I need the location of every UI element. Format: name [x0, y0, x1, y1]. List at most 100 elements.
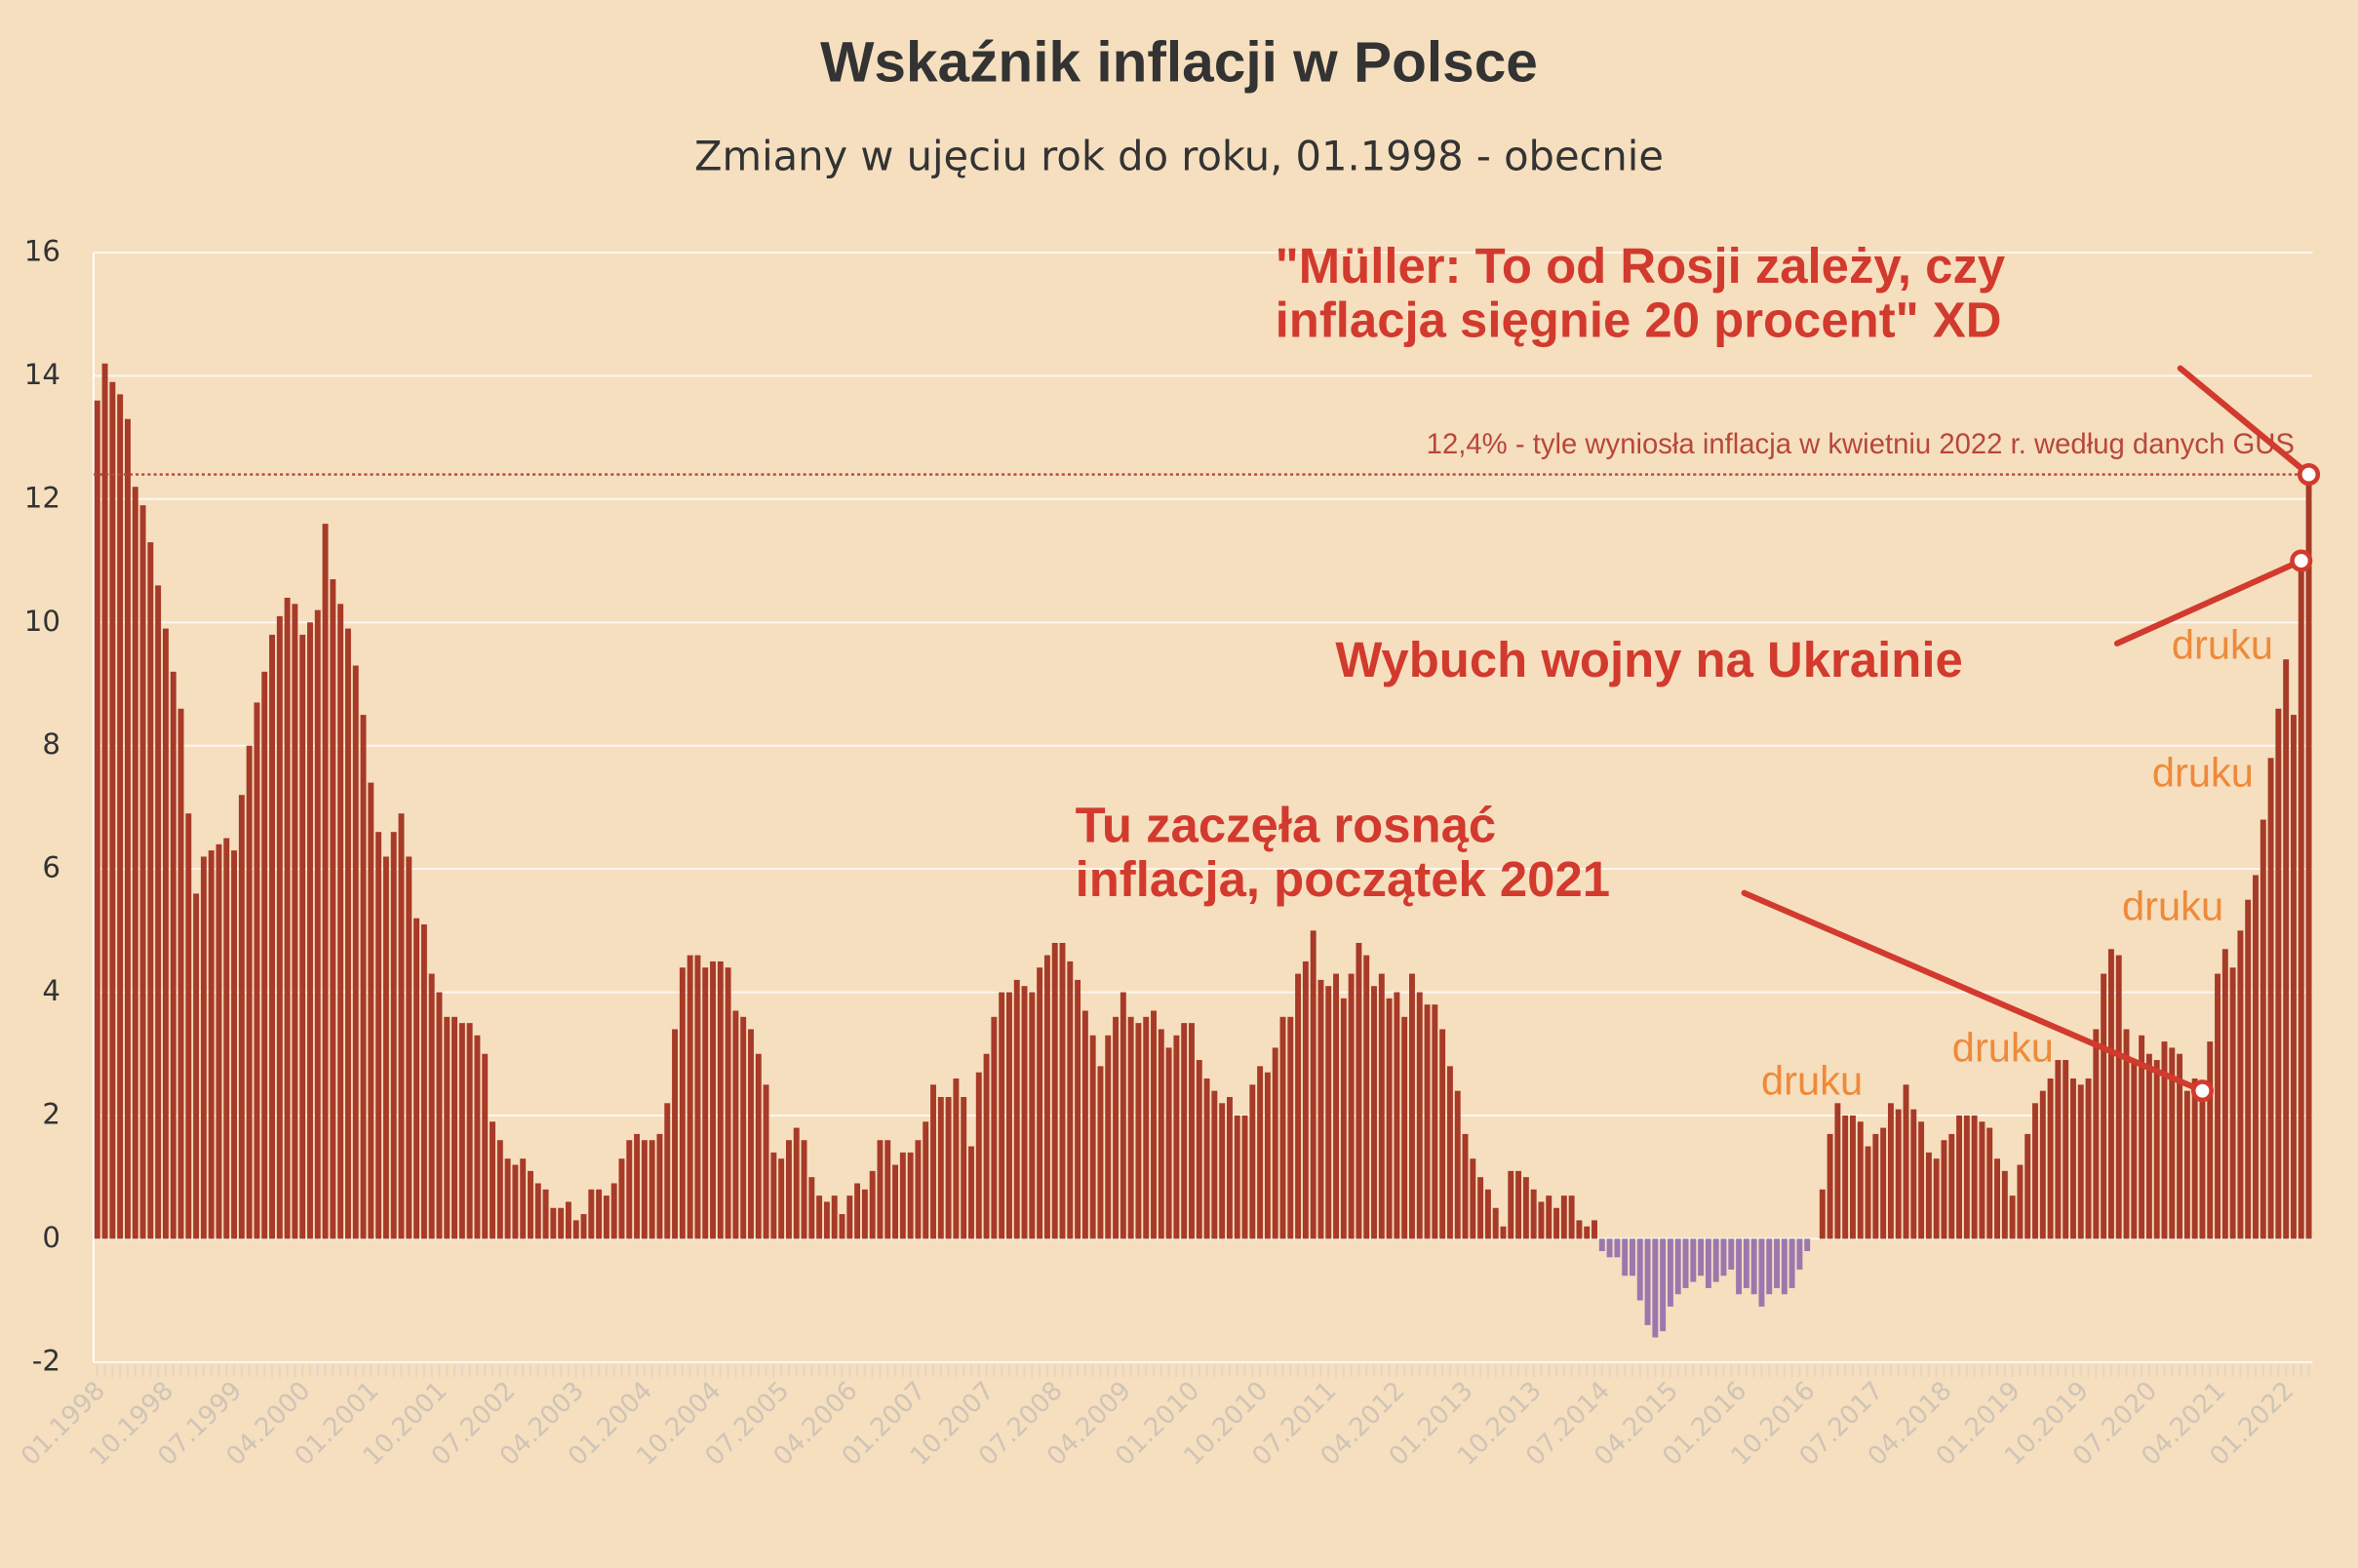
bar	[823, 1201, 830, 1239]
bar	[2145, 1053, 2152, 1239]
bar	[816, 1196, 823, 1239]
bar	[1530, 1189, 1537, 1239]
bar	[1538, 1201, 1545, 1239]
bar	[1865, 1146, 1871, 1239]
bar	[1933, 1158, 1940, 1239]
bar	[877, 1140, 884, 1239]
bar	[177, 708, 184, 1239]
bar	[276, 615, 283, 1239]
bar	[1622, 1238, 1629, 1276]
bar	[558, 1207, 565, 1239]
bar	[1081, 1010, 1088, 1239]
bar	[1021, 986, 1028, 1239]
bar	[1674, 1238, 1681, 1295]
bar	[793, 1127, 800, 1239]
bar	[572, 1220, 579, 1239]
annotation-arrow	[2177, 365, 2312, 478]
annotation-marker	[2297, 462, 2321, 487]
bar	[375, 832, 382, 1239]
watermark: druku	[2152, 749, 2254, 795]
bar	[1986, 1127, 1993, 1239]
y-tick-label: 6	[42, 851, 60, 884]
bar	[1158, 1029, 1164, 1239]
bar	[1804, 1238, 1811, 1252]
bar	[1189, 1023, 1195, 1239]
bar	[2275, 708, 2282, 1239]
bar	[1424, 1004, 1431, 1239]
bar	[1819, 1189, 1826, 1239]
bar	[1736, 1238, 1743, 1295]
bar	[94, 400, 100, 1239]
bar	[193, 893, 200, 1239]
y-tick-label: 8	[42, 727, 60, 761]
bar	[2009, 1196, 2016, 1239]
bar	[1219, 1103, 1226, 1239]
bar	[2199, 1090, 2206, 1239]
bar	[1925, 1152, 1932, 1239]
bar	[344, 628, 351, 1239]
bar	[1097, 1066, 1104, 1239]
bar	[801, 1140, 807, 1239]
watermark: druku	[2122, 883, 2223, 929]
bar	[1857, 1121, 1864, 1239]
watermark: druku	[1761, 1057, 1863, 1103]
bar	[1690, 1238, 1697, 1282]
bar	[1758, 1238, 1765, 1307]
bar	[1887, 1103, 1894, 1239]
bar	[1363, 955, 1370, 1239]
bar	[382, 856, 389, 1239]
bar	[322, 524, 329, 1239]
annotation: Tu zaczęła rosnąć	[1076, 797, 1497, 852]
bar	[284, 597, 291, 1239]
bar	[930, 1084, 936, 1239]
bar	[808, 1177, 815, 1239]
bar	[648, 1140, 655, 1239]
bar	[1409, 973, 1415, 1239]
y-tick-label: 14	[24, 358, 60, 391]
bar	[496, 1140, 503, 1239]
bar	[1113, 1016, 1120, 1239]
bar	[1584, 1226, 1591, 1239]
bar	[337, 604, 344, 1239]
bar	[725, 967, 731, 1239]
bar	[1796, 1238, 1803, 1270]
bar	[254, 702, 260, 1239]
bar	[1850, 1115, 1856, 1239]
bar	[1135, 1023, 1142, 1239]
bar	[770, 1152, 777, 1239]
bar	[1750, 1238, 1757, 1295]
bar	[1895, 1109, 1902, 1239]
bar	[1630, 1238, 1635, 1276]
bar	[1508, 1170, 1514, 1239]
bar	[1446, 1066, 1453, 1239]
bar	[2123, 1029, 2130, 1239]
bar	[1089, 1035, 1096, 1239]
bar	[185, 813, 192, 1239]
bar	[1013, 979, 1020, 1239]
bar	[1356, 942, 1362, 1239]
bar	[458, 1023, 465, 1239]
bar	[550, 1207, 557, 1239]
bar	[710, 960, 716, 1239]
bar	[1834, 1103, 1841, 1239]
bar	[1196, 1060, 1202, 1239]
bar	[861, 1189, 868, 1239]
bar	[1310, 930, 1317, 1239]
bar	[2229, 967, 2236, 1239]
bar	[1522, 1177, 1529, 1239]
bar	[420, 923, 427, 1239]
bar	[2139, 1035, 2145, 1239]
bar	[1439, 1029, 1446, 1239]
bar	[717, 960, 724, 1239]
annotation-arrow	[1741, 889, 2206, 1094]
bar	[2177, 1053, 2183, 1239]
bar	[528, 1170, 533, 1239]
y-tick-label: 4	[42, 974, 60, 1007]
bar	[656, 1133, 663, 1239]
bar	[1348, 973, 1355, 1239]
bar	[200, 856, 207, 1239]
bar	[132, 487, 138, 1239]
bar	[1181, 1023, 1188, 1239]
